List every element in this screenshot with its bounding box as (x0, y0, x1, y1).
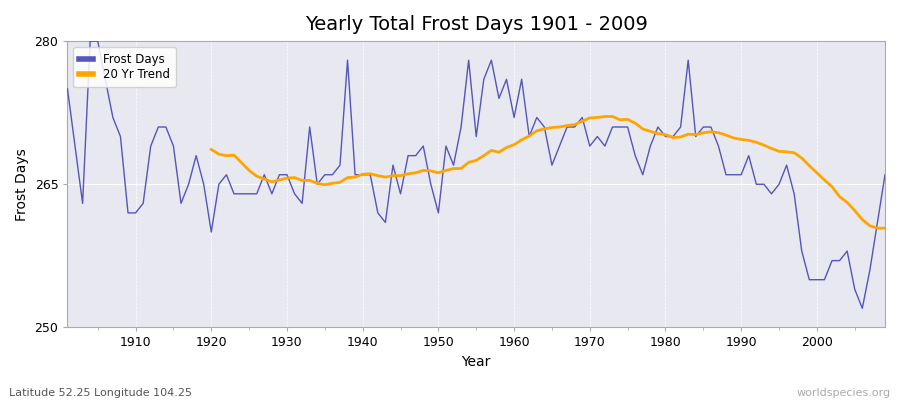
20 Yr Trend (879, 226, 890, 230)
20 Yr Trend (857, 217, 868, 222)
20 Yr Trend (599, 114, 610, 119)
20 Yr Trend (297, 178, 308, 183)
Frost Days (857, 306, 868, 311)
Text: Latitude 52.25 Longitude 104.25: Latitude 52.25 Longitude 104.25 (9, 388, 192, 398)
Y-axis label: Frost Days: Frost Days (15, 148, 29, 221)
20 Yr Trend (206, 147, 217, 152)
Line: 20 Yr Trend: 20 Yr Trend (212, 116, 885, 228)
Legend: Frost Days, 20 Yr Trend: Frost Days, 20 Yr Trend (74, 47, 176, 87)
Frost Days (297, 201, 308, 206)
Frost Days (130, 210, 141, 215)
Frost Days (85, 39, 95, 44)
Frost Days (62, 86, 73, 91)
Frost Days (342, 58, 353, 62)
20 Yr Trend (683, 132, 694, 136)
20 Yr Trend (774, 149, 785, 154)
Frost Days (879, 172, 890, 177)
Title: Yearly Total Frost Days 1901 - 2009: Yearly Total Frost Days 1901 - 2009 (305, 15, 648, 34)
20 Yr Trend (410, 170, 421, 175)
Line: Frost Days: Frost Days (68, 41, 885, 308)
X-axis label: Year: Year (462, 355, 490, 369)
20 Yr Trend (788, 150, 799, 155)
Frost Days (508, 115, 519, 120)
Frost Days (517, 77, 527, 82)
Frost Days (608, 125, 618, 130)
Text: worldspecies.org: worldspecies.org (796, 388, 891, 398)
